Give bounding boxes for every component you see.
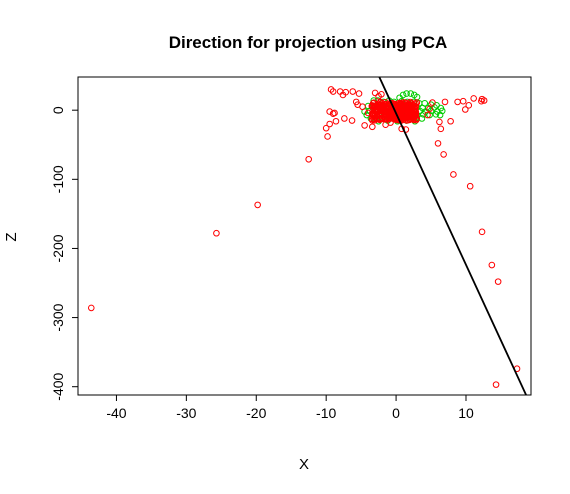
data-point — [329, 88, 337, 95]
data-point — [327, 86, 335, 93]
data-point — [372, 113, 379, 121]
data-point — [322, 124, 330, 132]
x-tick-label: -40 — [106, 405, 126, 421]
points-layer — [87, 86, 521, 388]
data-point — [331, 109, 338, 117]
data-point — [441, 98, 449, 106]
y-tick-label: -300 — [50, 303, 66, 331]
data-point — [383, 107, 390, 115]
pca-direction-line-layer — [378, 76, 527, 396]
data-point — [459, 97, 467, 105]
data-point — [434, 140, 442, 147]
x-tick-label: -30 — [176, 405, 196, 421]
data-point — [402, 107, 410, 114]
data-point — [440, 151, 447, 158]
y-axis-label: Z — [3, 232, 20, 241]
data-point — [466, 182, 474, 190]
data-point — [470, 95, 477, 102]
y-tick-label: -400 — [50, 372, 66, 400]
y-tick-label: -100 — [50, 165, 66, 193]
data-point — [454, 98, 461, 106]
x-axis-label: X — [299, 456, 309, 473]
data-point — [376, 115, 384, 122]
data-point — [420, 111, 427, 118]
x-axis: -40 -30 -20 -10 0 10 — [106, 395, 474, 421]
data-point — [436, 118, 443, 126]
data-point — [326, 120, 333, 128]
data-point — [404, 116, 412, 124]
data-point — [465, 102, 473, 109]
data-point — [385, 114, 392, 122]
data-point — [254, 201, 261, 209]
data-point — [450, 171, 457, 178]
pca-direction-line — [378, 76, 527, 396]
data-point — [369, 123, 376, 131]
data-point — [408, 99, 415, 107]
data-point — [411, 105, 418, 113]
data-point — [437, 125, 445, 133]
y-tick-label: -200 — [50, 234, 66, 262]
data-point — [492, 381, 500, 388]
data-point — [407, 107, 415, 115]
data-point — [341, 115, 348, 122]
data-point — [213, 229, 220, 237]
data-point — [361, 122, 368, 129]
data-point — [348, 117, 356, 124]
data-point — [480, 97, 488, 104]
data-point — [372, 108, 380, 116]
data-point — [424, 111, 431, 119]
x-tick-label: 10 — [458, 405, 474, 421]
x-tick-label: -20 — [246, 405, 266, 421]
data-point — [390, 104, 397, 112]
data-point — [436, 111, 444, 119]
data-point — [332, 117, 340, 125]
x-tick-label: -10 — [316, 405, 336, 421]
data-point — [461, 106, 469, 113]
data-point — [359, 103, 366, 111]
data-point — [371, 117, 378, 124]
data-point — [426, 105, 433, 113]
data-point — [349, 88, 357, 95]
y-tick-label: 0 — [50, 106, 66, 114]
chart-title: Direction for projection using PCA — [169, 33, 448, 52]
data-point — [403, 90, 410, 97]
data-point — [494, 278, 502, 285]
data-point — [404, 114, 411, 121]
data-point — [324, 133, 331, 140]
data-point — [447, 117, 454, 125]
data-point — [426, 111, 433, 119]
data-point — [378, 90, 385, 98]
plot-frame — [77, 76, 532, 396]
data-point — [432, 111, 440, 118]
data-point — [371, 89, 379, 97]
data-point — [429, 99, 436, 106]
data-point — [413, 115, 420, 123]
x-tick-label: 0 — [392, 405, 400, 421]
data-point — [355, 90, 363, 97]
data-point — [87, 304, 95, 312]
data-point — [342, 88, 350, 96]
data-point — [305, 155, 312, 163]
data-point — [407, 90, 415, 97]
data-point — [478, 228, 486, 236]
data-point — [488, 261, 496, 269]
y-axis: -400 -300 -200 -100 0 — [50, 106, 78, 401]
data-point — [377, 104, 385, 112]
